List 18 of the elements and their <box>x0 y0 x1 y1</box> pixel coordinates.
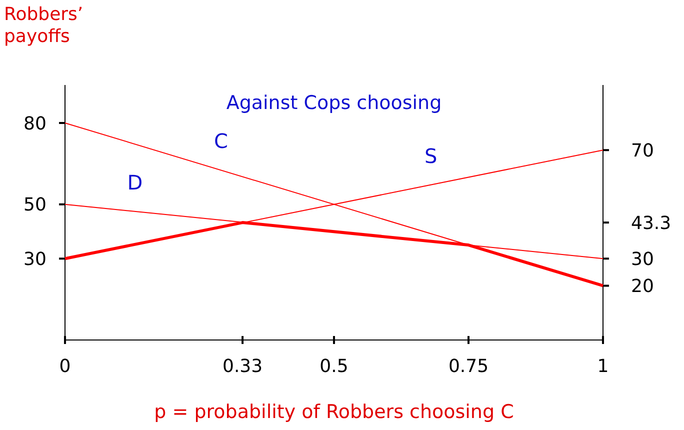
y2-tick-label: 43.3 <box>631 212 672 234</box>
series-label: D <box>127 170 143 194</box>
y-tick-label: 50 <box>24 194 46 216</box>
x-axis-title: p = probability of Robbers choosing C <box>154 401 514 423</box>
y2-tick-label: 70 <box>631 140 654 162</box>
x-tick-label: 0.75 <box>448 356 489 377</box>
chart-title: Against Cops choosing <box>226 92 442 114</box>
y2-tick-label: 30 <box>631 248 654 270</box>
series-label: S <box>424 144 438 168</box>
x-tick-label: 0 <box>59 356 71 377</box>
x-tick-label: 0.33 <box>222 356 263 377</box>
series-label: C <box>214 129 228 154</box>
y-tick-label: 80 <box>24 113 46 134</box>
y-tick-label: 30 <box>24 248 46 270</box>
y-axis-title: Robbers’ payoffs <box>4 4 84 47</box>
y2-tick-label: 20 <box>631 276 654 298</box>
x-tick-label: 0.5 <box>320 356 348 377</box>
x-tick-label: 1 <box>597 356 609 377</box>
